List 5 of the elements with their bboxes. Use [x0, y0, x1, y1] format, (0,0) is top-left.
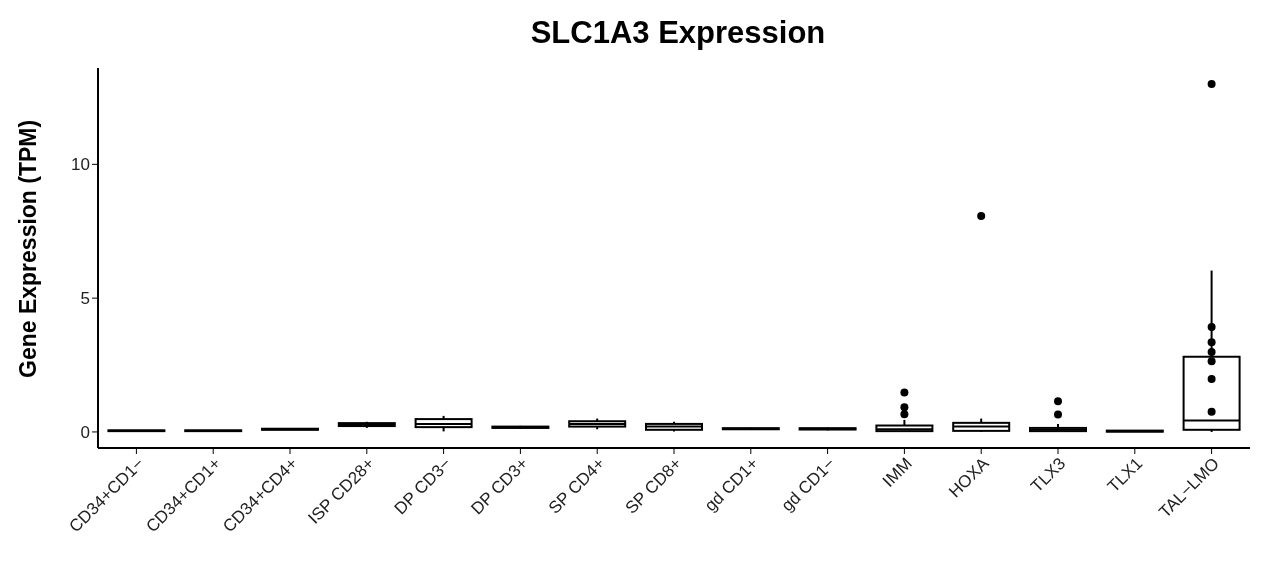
y-tick-label: 5 [80, 289, 90, 309]
chart-title: SLC1A3 Expression [529, 14, 827, 52]
y-axis-title: Gene Expression (TPM) [15, 119, 42, 378]
y-tick-label: 0 [80, 422, 90, 442]
y-tick-label: 10 [71, 155, 90, 175]
